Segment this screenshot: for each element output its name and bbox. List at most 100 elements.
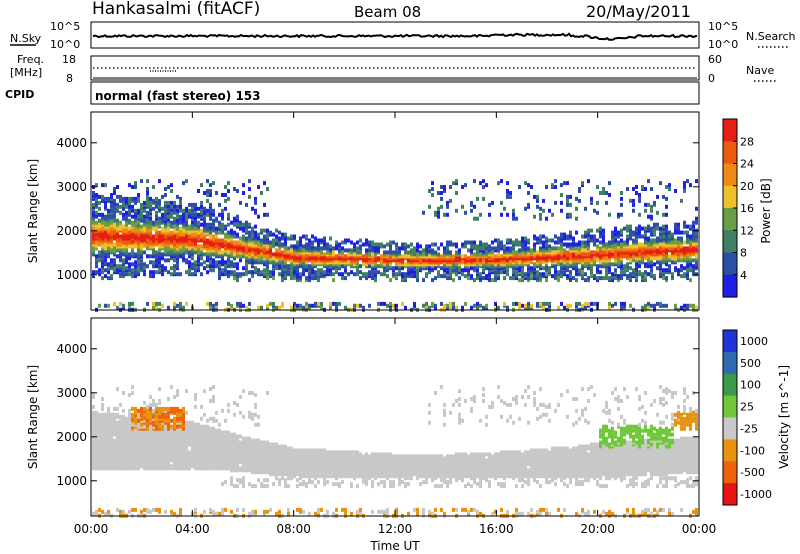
power-cell xyxy=(131,268,134,273)
velocity-cell xyxy=(182,412,185,417)
power-cell xyxy=(437,252,440,257)
power-cell xyxy=(479,246,482,251)
power-cell xyxy=(650,204,653,209)
power-cell xyxy=(341,250,344,255)
power-cell xyxy=(125,204,128,209)
power-cell xyxy=(224,232,227,237)
power-cell xyxy=(515,250,518,255)
velocity-cell xyxy=(140,406,143,411)
power-cell xyxy=(236,301,239,306)
power-cell xyxy=(356,240,359,245)
power-cell xyxy=(155,220,158,225)
power-cell xyxy=(224,224,227,229)
power-cell xyxy=(494,254,497,259)
power-cell xyxy=(677,222,680,227)
power-cell xyxy=(620,301,623,306)
velocity-cell xyxy=(131,507,134,512)
power-cell xyxy=(437,246,440,251)
power-cell xyxy=(98,250,101,255)
power-cell xyxy=(662,224,665,229)
power-cell xyxy=(146,246,149,251)
power-cell xyxy=(500,212,503,217)
nsky-panel-frame xyxy=(90,21,700,49)
power-cell xyxy=(131,262,134,267)
power-cell xyxy=(656,226,659,231)
power-cell xyxy=(470,274,473,279)
power-cell xyxy=(209,301,212,306)
power-cell xyxy=(116,218,119,223)
power-cell xyxy=(602,238,605,243)
velocity-cell xyxy=(170,440,173,445)
power-cell xyxy=(158,268,161,273)
power-cell xyxy=(683,220,686,225)
power-cell xyxy=(572,276,575,281)
power-cell xyxy=(476,216,479,221)
power-cell xyxy=(203,260,206,265)
power-cell xyxy=(614,268,617,273)
velocity-cell xyxy=(158,406,161,411)
power-cell xyxy=(113,210,116,215)
power-cell xyxy=(176,264,179,269)
power-cell xyxy=(254,208,257,213)
velocity-cell xyxy=(191,420,194,425)
power-cell xyxy=(140,262,143,267)
power-cell xyxy=(113,268,116,273)
power-cell xyxy=(176,226,179,231)
power-cell xyxy=(299,236,302,241)
power-cell xyxy=(560,262,563,267)
power-cell xyxy=(656,260,659,265)
power-cell xyxy=(137,260,140,265)
power-cell xyxy=(170,230,173,235)
power-cell xyxy=(248,187,251,191)
power-cell xyxy=(656,236,659,241)
power-cell xyxy=(119,204,122,209)
velocity-cell xyxy=(143,400,146,405)
power-cell xyxy=(554,200,557,205)
power-cell xyxy=(305,234,308,239)
power-cell xyxy=(602,228,605,233)
power-cell xyxy=(665,212,668,217)
power-cell xyxy=(260,228,263,233)
power-cell xyxy=(497,264,500,269)
power-cell xyxy=(443,246,446,251)
velocity-cell xyxy=(146,412,149,417)
power-cell xyxy=(272,256,275,261)
power-cell xyxy=(317,278,320,283)
power-cell xyxy=(467,248,470,253)
power-cell xyxy=(221,268,224,273)
power-cell xyxy=(185,270,188,275)
power-cell xyxy=(401,242,404,247)
power-cell xyxy=(104,230,107,235)
power-cell xyxy=(620,196,623,201)
power-cell xyxy=(386,274,389,279)
power-cell xyxy=(281,236,284,241)
velocity-cell xyxy=(137,430,140,435)
power-cell xyxy=(650,214,653,219)
power-cell xyxy=(377,270,380,275)
power-cell xyxy=(653,274,656,279)
power-cell xyxy=(92,270,95,275)
power-cell xyxy=(206,193,209,197)
power-cell xyxy=(446,204,449,209)
power-cell xyxy=(101,270,104,275)
power-cell xyxy=(521,242,524,247)
power-cell xyxy=(686,179,689,184)
power-cell xyxy=(575,278,578,283)
power-cell xyxy=(353,252,356,257)
power-cell xyxy=(395,262,398,267)
power-cell xyxy=(212,268,215,273)
power-cell xyxy=(95,260,98,265)
nsky-tick-top: 10^5 xyxy=(50,20,80,33)
power-cell xyxy=(227,196,230,201)
power-cell xyxy=(155,214,158,219)
power-cell xyxy=(131,232,134,237)
power-cell xyxy=(275,234,278,239)
power-cell xyxy=(95,264,98,269)
power-cell xyxy=(548,208,551,213)
y-tick-label: 2000 xyxy=(56,224,87,238)
power-cell xyxy=(350,256,353,261)
power-cell xyxy=(104,303,107,308)
power-cell xyxy=(152,260,155,265)
power-cell xyxy=(458,276,461,281)
power-cell xyxy=(176,214,179,219)
